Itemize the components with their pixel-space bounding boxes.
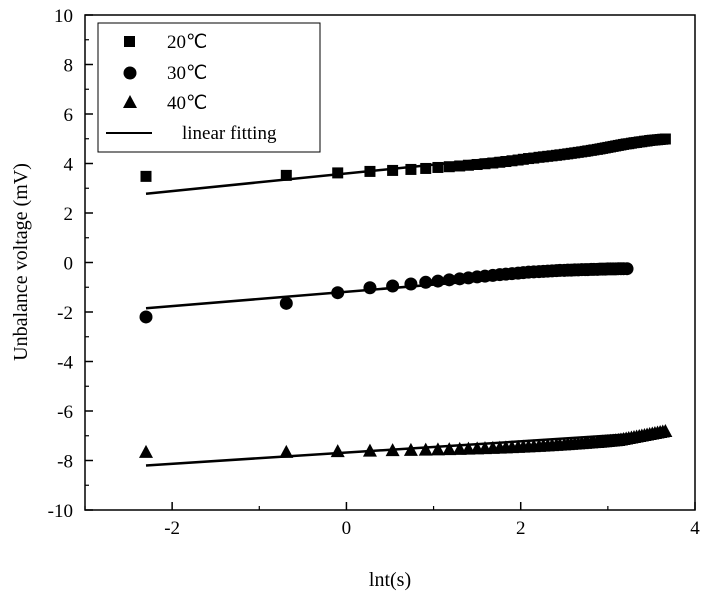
x-tick-label: 4 <box>690 518 700 539</box>
point-40c <box>362 443 377 457</box>
y-tick-label: 2 <box>64 204 74 225</box>
point-20c <box>471 158 483 170</box>
point-20c <box>332 167 344 179</box>
legend-marker-square <box>124 36 135 47</box>
point-30c <box>431 274 445 288</box>
y-tick-label: 8 <box>64 56 74 77</box>
fit-lines <box>145 139 666 467</box>
x-tick-label: 0 <box>342 518 352 539</box>
point-20c <box>454 160 466 172</box>
point-20c <box>364 165 376 177</box>
axis-ticks: -2 0 2 4 -10 -8 -6 -4 -2 0 2 4 6 8 10 <box>48 6 701 539</box>
x-axis-label: lnt(s) <box>369 569 411 591</box>
y-tick-label: -10 <box>48 501 73 522</box>
point-20c <box>487 157 499 169</box>
point-20c <box>387 164 399 176</box>
data-points <box>139 133 673 458</box>
point-30c <box>139 310 153 324</box>
y-tick-label: -6 <box>57 402 73 423</box>
legend-label-30: 30℃ <box>167 63 207 84</box>
point-40c <box>139 444 153 458</box>
x-tick-label: 2 <box>516 518 526 539</box>
point-20c <box>443 161 455 173</box>
point-30c <box>331 286 345 300</box>
point-40c <box>385 443 400 457</box>
legend-label-20: 20℃ <box>167 32 207 53</box>
point-40c <box>330 444 345 458</box>
y-tick-label: 4 <box>64 155 74 176</box>
x-tick-label: -2 <box>164 518 180 539</box>
legend-marker-circle <box>123 66 137 80</box>
y-axis-label: Unbalance voltage (mV) <box>10 163 32 361</box>
legend: 20℃ 30℃ 40℃ linear fitting <box>97 22 321 153</box>
legend-label-fit: linear fitting <box>182 123 277 144</box>
point-20c <box>405 163 417 175</box>
legend-marker-triangle <box>123 95 137 108</box>
point-20c <box>280 169 292 181</box>
y-tick-label: 6 <box>64 105 74 126</box>
point-30c <box>279 296 293 310</box>
point-40c <box>658 424 673 438</box>
point-20c <box>479 158 491 170</box>
point-20c <box>500 156 512 168</box>
point-30c <box>404 277 418 291</box>
point-30c <box>363 281 377 295</box>
y-tick-label: 10 <box>54 6 73 27</box>
point-30c <box>419 275 433 289</box>
y-tick-label: -2 <box>57 303 73 324</box>
point-20c <box>462 159 474 171</box>
point-20c <box>432 161 444 173</box>
point-40c <box>279 444 294 458</box>
point-40c <box>442 442 457 456</box>
point-30c <box>386 279 400 293</box>
point-30c <box>442 273 456 287</box>
y-tick-label: -8 <box>57 452 73 473</box>
legend-label-40: 40℃ <box>167 93 207 114</box>
point-40c <box>403 442 418 456</box>
point-20c <box>506 155 518 167</box>
point-40c <box>430 442 445 456</box>
point-20c <box>494 156 506 168</box>
point-30c <box>620 262 634 276</box>
point-20c <box>659 133 671 145</box>
y-tick-label: -4 <box>57 353 73 374</box>
point-20c <box>140 170 152 182</box>
y-tick-label: 0 <box>64 254 74 275</box>
point-40c <box>418 442 433 456</box>
point-20c <box>420 162 432 174</box>
